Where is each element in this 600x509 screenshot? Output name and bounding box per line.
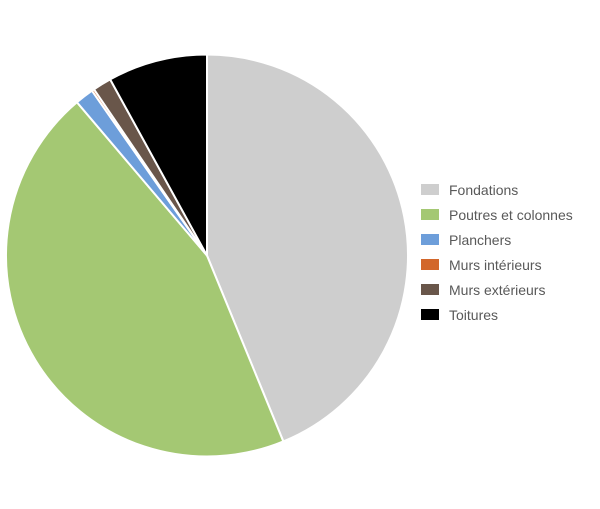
legend-item-fondations[interactable]: Fondations (421, 177, 573, 202)
legend-label: Planchers (449, 231, 512, 248)
legend-swatch (421, 234, 439, 245)
legend-swatch (421, 309, 439, 320)
legend-item-murs-interieurs[interactable]: Murs intérieurs (421, 252, 573, 277)
legend-swatch (421, 259, 439, 270)
legend-swatch (421, 184, 439, 195)
legend-swatch (421, 284, 439, 295)
legend-label: Fondations (449, 181, 519, 198)
legend-item-planchers[interactable]: Planchers (421, 227, 573, 252)
pie-slice-toitures[interactable] (109, 53, 208, 257)
chart-legend: Fondations Poutres et colonnes Planchers… (421, 177, 573, 327)
legend-item-poutres-et-colonnes[interactable]: Poutres et colonnes (421, 202, 573, 227)
legend-swatch (421, 209, 439, 220)
pie-slice-fondations[interactable] (206, 53, 409, 443)
legend-label: Murs extérieurs (449, 281, 546, 298)
pie-slice-poutres-et-colonnes[interactable] (4, 101, 285, 458)
legend-item-toitures[interactable]: Toitures (421, 302, 573, 327)
legend-label: Poutres et colonnes (449, 206, 573, 223)
legend-item-murs-exterieurs[interactable]: Murs extérieurs (421, 277, 573, 302)
legend-label: Toitures (449, 306, 499, 323)
legend-label: Murs intérieurs (449, 256, 542, 273)
